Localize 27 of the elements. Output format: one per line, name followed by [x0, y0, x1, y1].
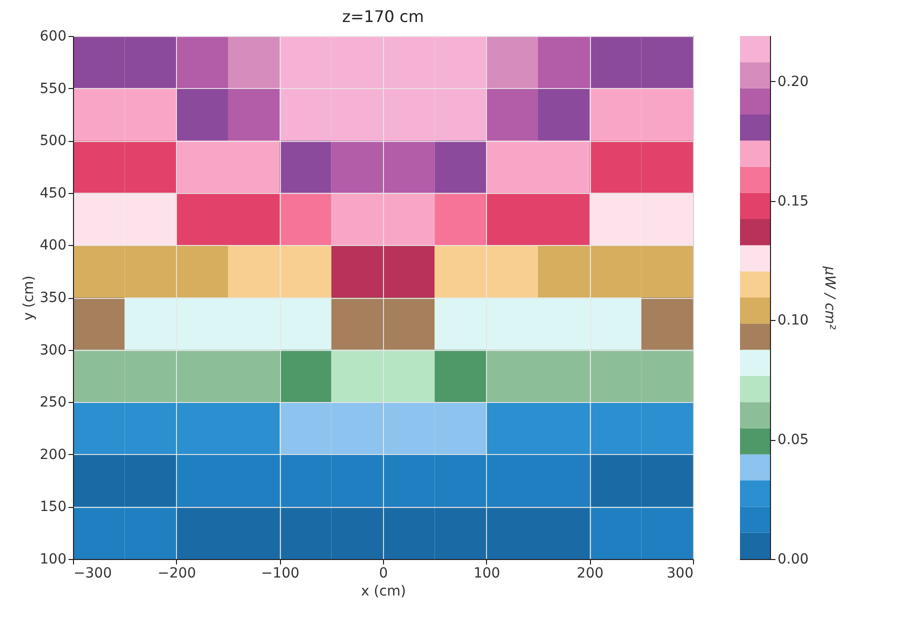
y-tick-label: 450: [40, 185, 66, 202]
y-tick-label: 350: [40, 290, 66, 306]
color-bar-label: 0.00: [778, 552, 809, 568]
y-tick-label: 400: [40, 238, 66, 254]
x-tick-label: −300: [74, 566, 112, 582]
y-tick-label: 100: [40, 552, 66, 568]
y-tick-label: 250: [40, 394, 66, 411]
y-axis-title: y (cm): [20, 276, 37, 320]
x-tick-label: 0: [379, 566, 388, 582]
x-axis-title: x (cm): [361, 584, 406, 600]
y-tick-label: 600: [40, 28, 66, 44]
color-bar-label: 0.15: [778, 193, 809, 210]
x-tick-label: 300: [666, 566, 694, 582]
y-tick-label: 550: [40, 80, 66, 97]
x-tick-label: 200: [576, 566, 604, 582]
x-tick-label: 100: [473, 566, 500, 582]
y-tick-label: 300: [40, 342, 66, 358]
chart-title: z=170 cm: [342, 7, 424, 26]
color-bar-label: 0.10: [778, 312, 809, 329]
y-tick-label: 150: [40, 499, 66, 516]
y-tick-label: 200: [40, 446, 66, 463]
x-tick-label: −100: [260, 566, 300, 582]
x-tick-label: −200: [158, 566, 196, 582]
color-bar-label: 0.05: [778, 432, 809, 448]
y-tick-label: 500: [40, 133, 66, 150]
color-bar-title: μW / cm²: [822, 265, 838, 330]
color-bar-label: 0.20: [778, 74, 809, 90]
